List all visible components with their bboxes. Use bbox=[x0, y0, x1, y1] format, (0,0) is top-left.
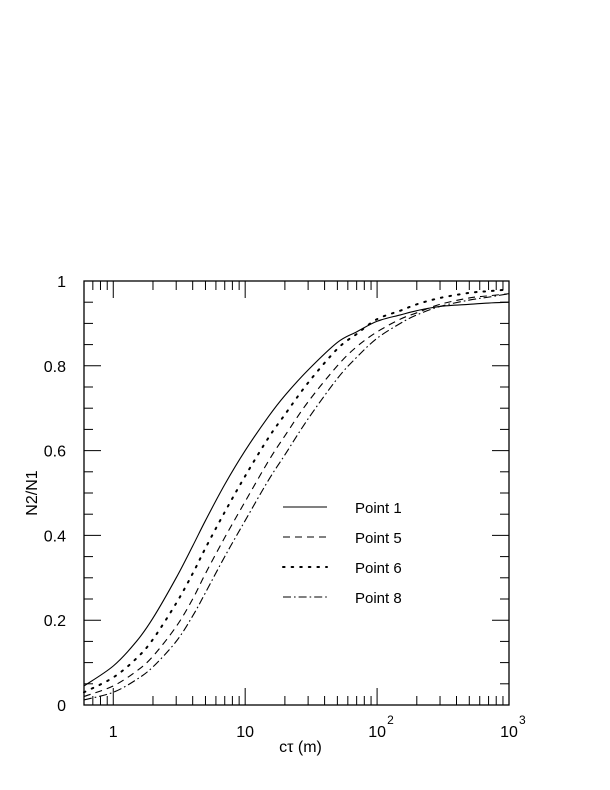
x-tick-label-base: 10 bbox=[236, 724, 254, 741]
legend-item: Point 1 bbox=[283, 500, 402, 517]
y-tick-label: 1 bbox=[57, 274, 66, 291]
series-line-point-8 bbox=[83, 293, 510, 701]
legend-label: Point 8 bbox=[355, 590, 402, 607]
series-line-point-6 bbox=[83, 288, 510, 694]
legend-item: Point 5 bbox=[283, 530, 402, 547]
y-tick-label: 0.8 bbox=[44, 359, 66, 376]
plot-frame bbox=[83, 280, 510, 706]
legend-label: Point 6 bbox=[355, 560, 402, 577]
x-axis-label: cτ (m) bbox=[279, 739, 322, 756]
x-tick-label: 1 bbox=[109, 724, 118, 741]
x-tick-label-exponent: 2 bbox=[387, 713, 394, 727]
axis-ticks bbox=[83, 280, 510, 706]
series-line-point-5 bbox=[83, 293, 510, 698]
x-tick-label-base: 10 bbox=[368, 724, 386, 741]
x-tick-label-base: 10 bbox=[500, 724, 518, 741]
legend-item: Point 8 bbox=[283, 590, 402, 607]
x-tick-label: 10 bbox=[236, 724, 254, 741]
legend-item: Point 6 bbox=[282, 560, 402, 577]
y-tick-label: 0.4 bbox=[44, 528, 66, 545]
x-tick-label-base: 1 bbox=[109, 724, 118, 741]
legend-label: Point 5 bbox=[355, 530, 402, 547]
y-tick-label: 0.2 bbox=[44, 613, 66, 630]
x-tick-label-exponent: 3 bbox=[519, 713, 526, 727]
x-tick-label: 102 bbox=[368, 713, 394, 741]
y-tick-label: 0.6 bbox=[44, 444, 66, 461]
legend-label: Point 1 bbox=[355, 500, 402, 517]
legend: Point 1 Point 5 Point 6 Point 8 bbox=[282, 500, 402, 607]
x-tick-label: 103 bbox=[500, 713, 526, 741]
series-layer bbox=[83, 288, 510, 701]
y-tick-label: 0 bbox=[57, 698, 66, 715]
y-axis-label: N2/N1 bbox=[24, 470, 41, 515]
series-line-point-1 bbox=[83, 301, 510, 687]
